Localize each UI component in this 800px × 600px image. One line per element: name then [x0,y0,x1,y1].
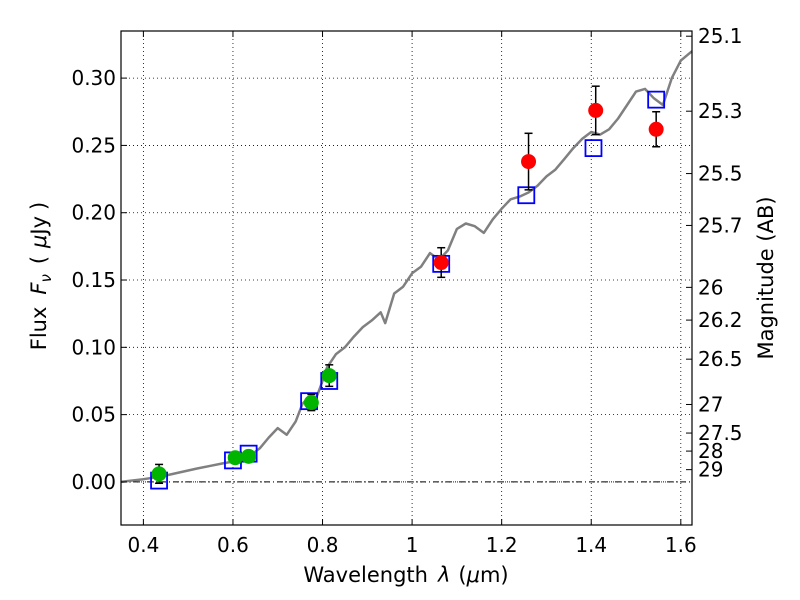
magnitude-tick-label: 25.7 [698,213,743,237]
magnitude-tick-label: 29 [698,458,723,482]
x-tick-label: 1 [406,533,419,557]
sed-model-line [120,50,693,484]
y-tick-label: 0.10 [71,335,116,359]
y-axis-title-text: Flux [27,307,51,351]
y-axis-symbol-sub: ν [37,274,55,282]
model-square-marker [584,139,603,158]
green-photometry-point [151,466,167,482]
red-photometry-point [521,154,537,170]
magnitude-tick-label: 25.5 [698,162,743,186]
magnitude-tick-label: 26.5 [698,347,743,371]
magnitude-tick-label: 26.2 [698,308,743,332]
plot-area: 0.4 0.6 0.8 1 1.2 1.4 1.6 0.00 0.05 0.10 0.15 0.20… [71,24,742,557]
green-photometry-point [303,395,319,411]
y-tick-label: 0.30 [71,66,116,90]
magnitude-tick-label: 26 [698,275,723,299]
plot-frame [120,30,693,526]
green-photometry-point [241,448,257,464]
x-axis: 0.4 0.6 0.8 1 1.2 1.4 1.6 [127,31,697,557]
x-tick-label: 1.6 [665,533,697,557]
red-photometry-point [588,102,604,118]
y-axis-unit-rest: Jy [27,216,51,237]
plot-background [121,31,692,525]
series-layer [120,50,693,490]
magnitude-tick-label: 25.3 [698,99,743,123]
y-tick-label: 0.00 [71,470,116,494]
y-axis-symbol-f: F [27,282,51,295]
magnitude-axis-title: Magnitude (AB) [754,196,778,359]
x-axis-unit-open: ( [458,563,466,587]
x-tick-label: 1.4 [575,533,607,557]
model-square-marker [517,186,536,205]
magnitude-tick-label: 28 [698,439,723,463]
x-axis-unit-mu: μ [466,563,480,587]
y-tick-label: 0.20 [71,201,116,225]
x-axis-unit-rest: m) [480,563,509,587]
y-axis-title: Flux Fν ( μJy) [27,202,55,351]
y-axis-unit-mu: μ [27,235,51,249]
y-axis: 0.00 0.05 0.10 0.15 0.20 0.25 0.30 [71,66,127,494]
magnitude-tick-label: 25.1 [698,24,743,48]
magnitude-tick-label: 27.5 [698,421,743,445]
y-tick-label: 0.05 [71,403,116,427]
red-photometry-point [648,121,664,137]
x-tick-label: 0.6 [217,533,249,557]
model-square-marker [647,90,666,109]
y-axis-unit-open: ( [27,256,51,264]
x-tick-label: 0.8 [307,533,339,557]
y-tick-label: 0.15 [71,268,116,292]
y-tick-label: 0.25 [71,133,116,157]
y-axis-unit-close: ) [27,202,51,210]
red-photometry-point [433,255,449,271]
x-tick-label: 0.4 [127,533,159,557]
x-axis-title-text: Wavelength [303,563,428,587]
x-axis-symbol: λ [437,563,450,587]
x-tick-label: 1.2 [486,533,518,557]
magnitude-tick-label: 27 [698,392,723,416]
x-axis-title: Wavelength λ (μm) [303,563,508,587]
green-photometry-point [227,450,243,466]
green-photometry-point [321,368,337,384]
